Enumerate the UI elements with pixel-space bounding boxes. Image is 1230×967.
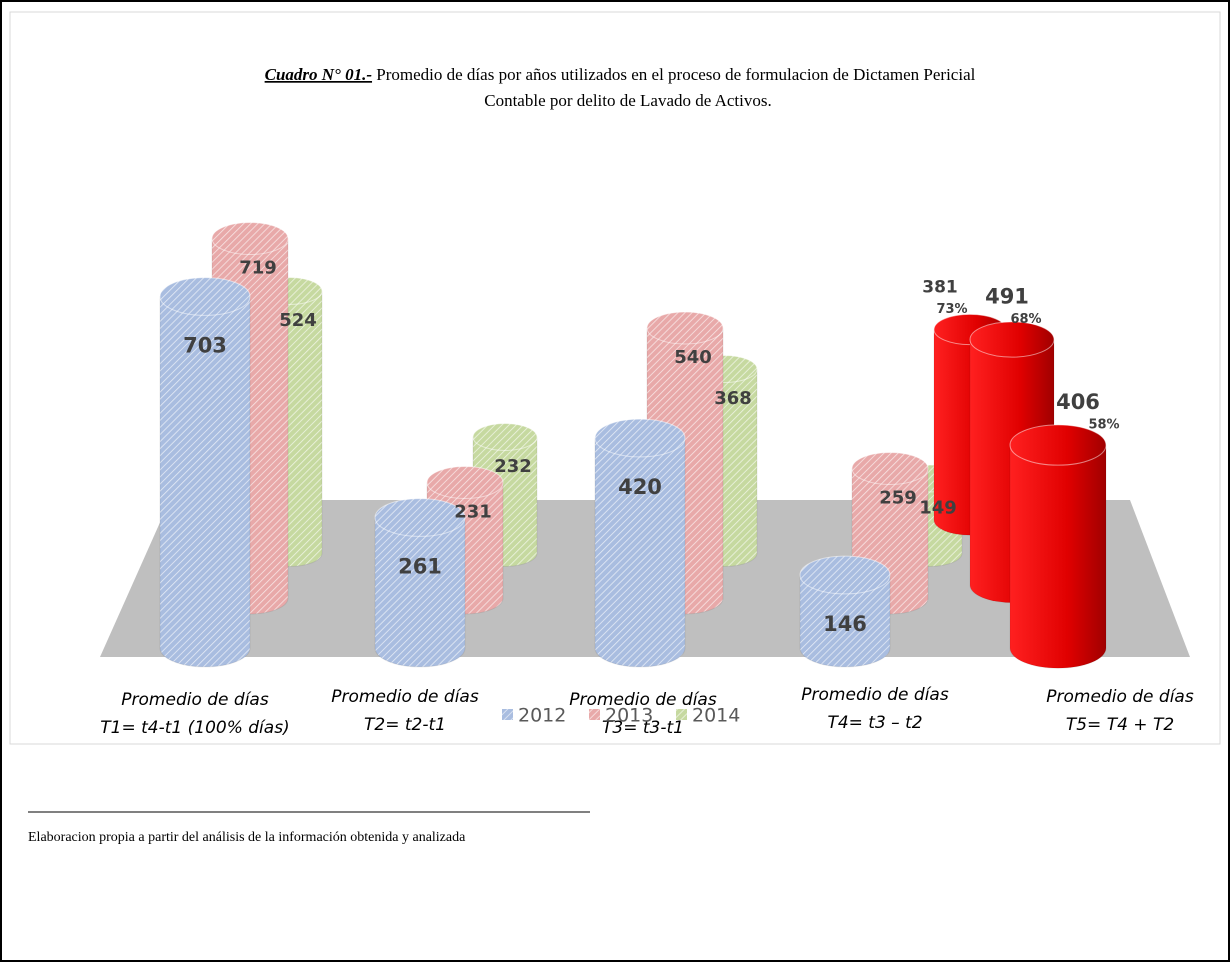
category-label: Promedio de días [331, 687, 479, 707]
value-label: 261 [398, 555, 442, 579]
value-label: 146 [823, 612, 867, 636]
category-label: T4= t3 – t2 [827, 713, 922, 733]
chart-frame [9, 11, 1221, 745]
value-label: 381 [922, 278, 958, 298]
category-label: Promedio de días [801, 685, 949, 705]
legend-label: 2012 [518, 705, 566, 727]
legend-marker [589, 709, 600, 720]
value-label: 524 [279, 310, 317, 331]
bar [159, 277, 251, 668]
category-label: T1= t4-t1 (100% días) [100, 718, 289, 738]
cylinder-top [159, 277, 251, 316]
cylinder-top [851, 452, 929, 485]
chart-title: Cuadro N° 01.- Promedio de días por años… [265, 65, 976, 84]
legend-marker [676, 709, 687, 720]
value-label: 540 [674, 347, 712, 368]
cylinder-body [159, 296, 251, 668]
legend-marker [502, 709, 513, 720]
category-label: Promedio de días [121, 690, 269, 710]
value-label: 703 [183, 334, 227, 358]
cylinder-top [646, 311, 724, 345]
bar [799, 555, 891, 668]
value-label: 368 [714, 388, 752, 409]
cylinder-body [1009, 444, 1107, 669]
category-label: T2= t2-t1 [364, 715, 446, 735]
value-label: 420 [618, 475, 662, 499]
cylinder-top [594, 418, 686, 458]
category-label: T3= t3-t1 [602, 718, 684, 738]
cylinder-top [374, 498, 466, 537]
bar [374, 498, 466, 668]
cylinder-top [211, 222, 289, 255]
value-label: 231 [454, 502, 492, 523]
cylinder-top [472, 423, 538, 451]
category-label: Promedio de días [1046, 687, 1194, 707]
percent-label: 58% [1088, 418, 1119, 433]
cylinder-body [374, 517, 466, 668]
value-label: 259 [879, 488, 917, 509]
legend-label: 2013 [605, 705, 653, 727]
cylinder-top [799, 555, 891, 595]
cylinder-top [969, 321, 1055, 358]
title-label: Cuadro N° 01.- [265, 65, 373, 84]
value-label: 149 [919, 498, 957, 519]
value-label: 719 [239, 258, 277, 279]
percent-label: 68% [1010, 312, 1041, 327]
footnote: Elaboracion propia a partir del análisis… [28, 830, 466, 845]
highlight-bar [1009, 424, 1107, 669]
value-label: 491 [985, 285, 1029, 309]
category-label: T5= T4 + T2 [1066, 715, 1174, 735]
cylinder-top [1009, 424, 1107, 466]
legend-label: 2014 [692, 705, 740, 727]
cylinder-body [594, 437, 686, 668]
value-label: 406 [1056, 390, 1100, 414]
category-label: Promedio de días [569, 690, 717, 710]
cylinder-top [426, 466, 504, 499]
title-line: Contable por delito de Lavado de Activos… [484, 91, 772, 110]
title-line: Promedio de días por años utilizados en … [376, 65, 975, 84]
bar [594, 418, 686, 668]
percent-label: 73% [936, 302, 967, 317]
value-label: 232 [494, 456, 532, 477]
cylinder-body [799, 574, 891, 668]
